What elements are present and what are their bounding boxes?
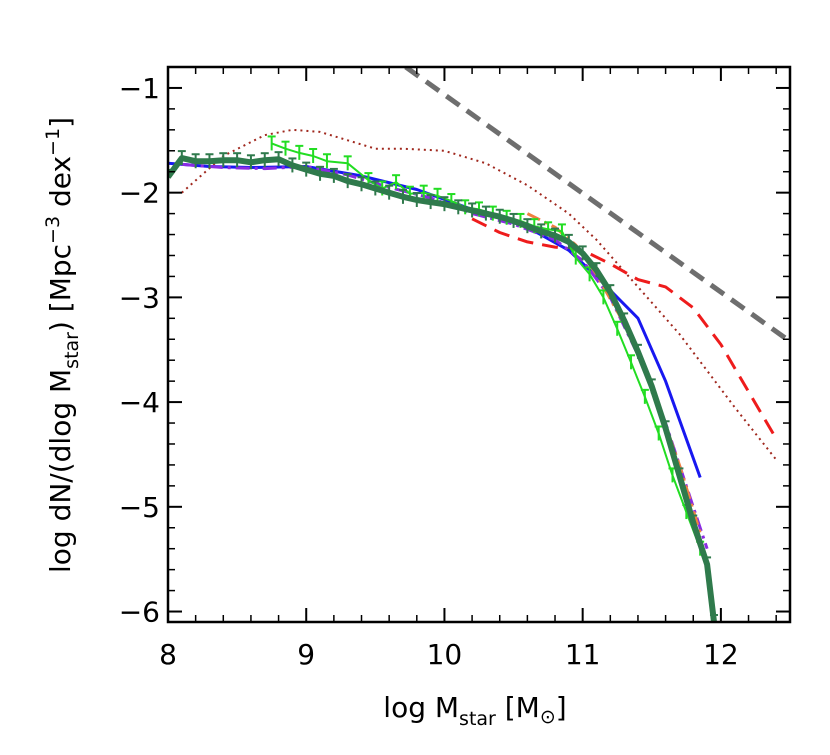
x-axis-label-close: ]: [556, 691, 567, 724]
plot-frame: [166, 65, 792, 624]
series-line-0: [404, 67, 790, 344]
y-tick-label: −3: [119, 281, 160, 314]
x-tick-label: 10: [427, 638, 463, 671]
y-axis-label-mid-2: dex: [44, 156, 77, 216]
tick-layer: 8 9 10 11 12 −1 −2 −3 −4 −5 −6: [119, 67, 790, 671]
y-tick-label: −2: [119, 177, 160, 210]
x-tick-label: 8: [159, 638, 177, 671]
y-axis-label-subscript: star: [61, 332, 83, 369]
y-axis-label-superscript-2: −1: [42, 128, 64, 156]
x-axis-label-subscript: star: [459, 708, 496, 730]
x-axis-label-sun-symbol: ⊙: [540, 706, 556, 728]
y-axis-label-superscript-1: −3: [42, 216, 64, 244]
x-axis-label-open: [M: [496, 691, 540, 724]
y-axis-label-mid: ) [Mpc: [44, 244, 77, 332]
series-layer: [168, 67, 790, 622]
y-axis-label: log dN/(dlog Mstar) [Mpc−3 dex−1]: [42, 117, 83, 573]
y-axis-label-prefix: log dN/(dlog M: [44, 369, 77, 573]
y-axis-label-close: ]: [44, 117, 77, 128]
x-tick-label: 11: [565, 638, 601, 671]
y-tick-label: −1: [119, 72, 160, 105]
y-tick-label: −5: [119, 491, 160, 524]
series-line-2: [471, 217, 778, 440]
series-line-1: [181, 128, 777, 461]
x-axis-label: log Mstar [M⊙]: [383, 691, 566, 730]
y-tick-label: −6: [119, 596, 160, 629]
x-axis-label-prefix: log M: [383, 691, 459, 724]
x-tick-label: 12: [703, 638, 739, 671]
x-tick-label: 9: [297, 638, 315, 671]
y-tick-label: −4: [119, 386, 160, 419]
